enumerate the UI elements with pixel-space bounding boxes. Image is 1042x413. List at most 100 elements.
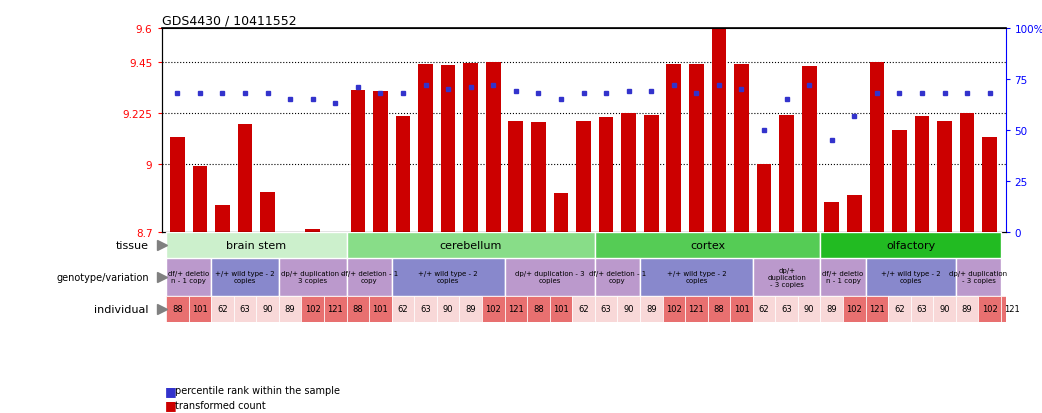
Bar [870, 63, 885, 232]
Bar [934, 296, 956, 322]
Text: 121: 121 [689, 304, 704, 313]
Bar [775, 296, 798, 322]
Bar [640, 258, 752, 296]
Bar [392, 258, 504, 296]
Text: dp/+ duplication
- 3 copies: dp/+ duplication - 3 copies [949, 271, 1008, 284]
Bar [640, 296, 663, 322]
Bar [212, 258, 279, 296]
Text: 63: 63 [600, 304, 612, 313]
Text: 101: 101 [192, 304, 207, 313]
Bar [576, 121, 591, 232]
Bar [301, 296, 324, 322]
Text: 121: 121 [869, 304, 885, 313]
Text: 90: 90 [263, 304, 273, 313]
Bar [595, 258, 640, 296]
Bar [324, 296, 347, 322]
Text: 102: 102 [305, 304, 321, 313]
Text: brain stem: brain stem [226, 240, 287, 250]
Bar [866, 258, 956, 296]
Text: olfactory: olfactory [886, 240, 936, 250]
Text: 90: 90 [939, 304, 950, 313]
Text: ■: ■ [165, 384, 176, 397]
Bar [279, 258, 347, 296]
Bar [798, 296, 820, 322]
Text: dp/+ duplication -
3 copies: dp/+ duplication - 3 copies [281, 271, 344, 284]
Text: tissue: tissue [116, 240, 149, 250]
Bar [779, 116, 794, 232]
Text: 62: 62 [398, 304, 408, 313]
Bar [189, 296, 212, 322]
Text: genotype/variation: genotype/variation [56, 272, 149, 282]
Bar [595, 296, 617, 322]
Bar [482, 296, 504, 322]
Bar [752, 296, 775, 322]
Bar [983, 137, 997, 232]
Text: 102: 102 [982, 304, 997, 313]
Bar [553, 194, 568, 232]
Text: GDS4430 / 10411552: GDS4430 / 10411552 [162, 15, 296, 28]
Bar [689, 65, 703, 232]
Text: 62: 62 [578, 304, 589, 313]
Bar [1001, 296, 1023, 322]
Bar [730, 296, 752, 322]
Text: +/+ wild type - 2
copies: +/+ wild type - 2 copies [216, 271, 275, 284]
Bar [937, 121, 952, 232]
Bar [347, 258, 392, 296]
Bar [392, 296, 415, 322]
Bar [735, 65, 749, 232]
Bar [166, 296, 189, 322]
Bar [279, 296, 301, 322]
Bar [347, 232, 595, 258]
Bar [418, 65, 432, 232]
Bar [305, 230, 320, 232]
Text: +/+ wild type - 2
copies: +/+ wild type - 2 copies [880, 271, 941, 284]
Text: 101: 101 [373, 304, 389, 313]
Text: df/+ deletion - 1
copy: df/+ deletion - 1 copy [589, 271, 646, 284]
Bar [396, 117, 411, 232]
Bar [550, 296, 572, 322]
Bar [617, 296, 640, 322]
Text: dp/+
duplication
- 3 copies: dp/+ duplication - 3 copies [767, 267, 807, 287]
Bar [956, 258, 1001, 296]
Text: 63: 63 [420, 304, 431, 313]
Bar [238, 125, 252, 232]
Bar [599, 118, 614, 232]
Text: 102: 102 [846, 304, 862, 313]
Bar [193, 167, 207, 232]
Text: 89: 89 [466, 304, 476, 313]
Bar [441, 66, 455, 232]
Text: 101: 101 [734, 304, 749, 313]
Bar [508, 121, 523, 232]
Text: 88: 88 [172, 304, 182, 313]
Bar [486, 63, 500, 232]
Bar [595, 232, 820, 258]
Bar [256, 296, 279, 322]
Bar [843, 296, 866, 322]
Text: 88: 88 [352, 304, 364, 313]
Text: 63: 63 [240, 304, 250, 313]
Text: transformed count: transformed count [175, 400, 266, 410]
Text: df/+ deletio
n - 1 copy: df/+ deletio n - 1 copy [168, 271, 209, 284]
Bar [820, 296, 843, 322]
Text: percentile rank within the sample: percentile rank within the sample [175, 385, 340, 395]
Text: 90: 90 [623, 304, 634, 313]
Text: 89: 89 [962, 304, 972, 313]
Text: 62: 62 [759, 304, 769, 313]
Bar [820, 232, 1001, 258]
Text: 62: 62 [217, 304, 228, 313]
Bar [960, 114, 974, 232]
Bar [531, 123, 546, 232]
Bar [820, 258, 866, 296]
Bar [915, 117, 929, 232]
Bar [572, 296, 595, 322]
Bar [712, 29, 726, 232]
Text: 89: 89 [826, 304, 837, 313]
Text: 62: 62 [894, 304, 904, 313]
Text: 88: 88 [534, 304, 544, 313]
Bar [464, 64, 478, 232]
Text: +/+ wild type - 2
copies: +/+ wild type - 2 copies [418, 271, 478, 284]
Bar [260, 192, 275, 232]
Bar [415, 296, 437, 322]
Text: dp/+ duplication - 3
copies: dp/+ duplication - 3 copies [515, 271, 585, 284]
Text: 63: 63 [917, 304, 927, 313]
